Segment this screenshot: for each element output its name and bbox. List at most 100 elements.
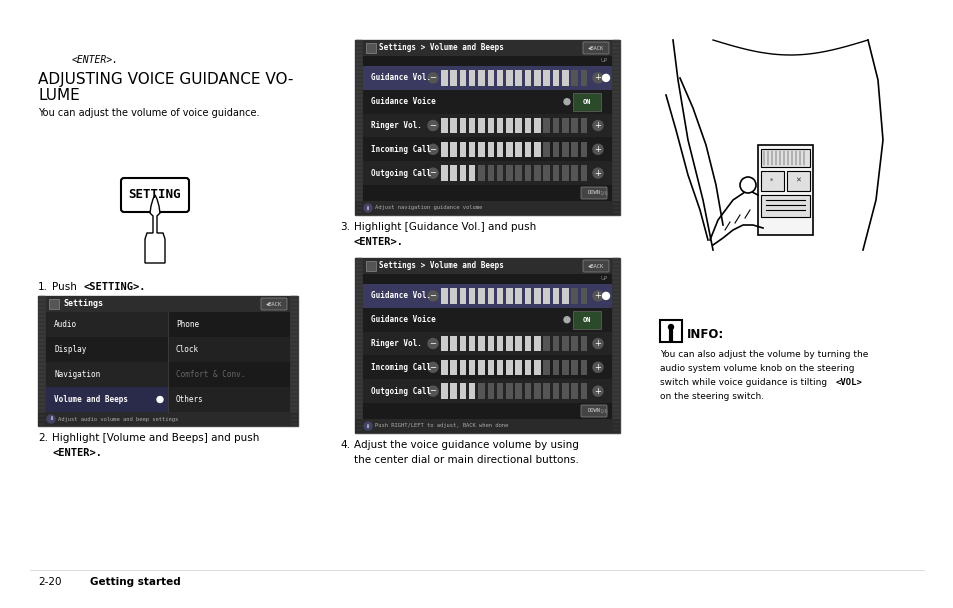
Text: 4.: 4. <box>339 440 350 450</box>
Bar <box>552 384 558 399</box>
Bar <box>363 40 612 56</box>
Bar <box>580 70 587 86</box>
Bar <box>515 288 521 303</box>
Text: +: + <box>594 74 600 83</box>
Bar <box>571 118 578 133</box>
Bar <box>459 118 466 133</box>
Bar <box>469 336 475 351</box>
Bar <box>363 356 612 379</box>
Circle shape <box>428 386 437 396</box>
FancyBboxPatch shape <box>580 405 606 417</box>
Bar <box>355 201 619 215</box>
Bar <box>524 165 531 181</box>
Bar <box>168 312 290 337</box>
Bar <box>366 261 375 271</box>
Bar <box>552 359 558 375</box>
Text: i: i <box>367 424 369 429</box>
Circle shape <box>740 177 755 193</box>
Text: −: − <box>429 145 436 154</box>
Bar <box>543 384 549 399</box>
FancyBboxPatch shape <box>582 260 608 272</box>
Bar <box>459 359 466 375</box>
Bar <box>469 118 475 133</box>
Text: 1/6: 1/6 <box>598 409 607 413</box>
Bar <box>515 336 521 351</box>
Bar <box>450 359 456 375</box>
Bar <box>363 258 612 274</box>
Text: ◀BACK: ◀BACK <box>587 46 603 50</box>
Bar <box>497 70 503 86</box>
Text: <VOL>: <VOL> <box>835 378 862 387</box>
Text: 3.: 3. <box>339 222 350 232</box>
Text: i: i <box>50 416 52 421</box>
Bar <box>543 142 549 157</box>
Bar <box>515 359 521 375</box>
Bar <box>497 142 503 157</box>
Bar <box>487 359 494 375</box>
Text: UP: UP <box>600 58 607 63</box>
Bar <box>440 359 447 375</box>
Text: +: + <box>594 291 600 300</box>
Text: Guidance Vol.: Guidance Vol. <box>371 74 431 83</box>
Text: Push: Push <box>52 282 80 292</box>
Bar <box>561 288 568 303</box>
Bar <box>46 296 290 312</box>
Bar <box>168 387 290 412</box>
Bar <box>440 70 447 86</box>
Bar <box>571 359 578 375</box>
Bar <box>469 165 475 181</box>
Bar <box>760 171 783 191</box>
Bar <box>459 165 466 181</box>
Bar <box>363 274 612 284</box>
Bar <box>543 359 549 375</box>
Bar <box>440 288 447 303</box>
Bar <box>366 43 375 53</box>
Circle shape <box>428 144 437 154</box>
Bar <box>46 387 168 412</box>
Bar <box>515 118 521 133</box>
Circle shape <box>593 144 602 154</box>
Bar <box>355 40 363 215</box>
Bar <box>506 70 512 86</box>
Bar <box>571 70 578 86</box>
Bar <box>363 114 612 137</box>
Bar <box>571 384 578 399</box>
Bar <box>524 336 531 351</box>
Text: ◀BACK: ◀BACK <box>587 263 603 269</box>
Bar <box>46 312 168 337</box>
Text: Phone: Phone <box>175 320 199 329</box>
Bar <box>38 296 46 426</box>
Circle shape <box>602 74 609 81</box>
Circle shape <box>428 339 437 348</box>
Bar <box>450 142 456 157</box>
Bar <box>363 56 612 66</box>
Bar <box>355 40 619 215</box>
Bar <box>552 288 558 303</box>
Text: <ENTER>.: <ENTER>. <box>52 448 102 458</box>
Circle shape <box>428 291 437 301</box>
Bar <box>580 118 587 133</box>
Bar <box>450 336 456 351</box>
Bar <box>440 142 447 157</box>
Circle shape <box>47 415 55 423</box>
Bar <box>571 142 578 157</box>
Bar <box>552 70 558 86</box>
Circle shape <box>364 422 372 430</box>
FancyBboxPatch shape <box>582 42 608 54</box>
Bar <box>450 70 456 86</box>
Bar <box>571 336 578 351</box>
Bar <box>355 258 363 433</box>
Text: Guidance Voice: Guidance Voice <box>371 315 436 324</box>
Bar <box>355 419 619 433</box>
Circle shape <box>428 362 437 372</box>
Text: −: − <box>429 387 436 396</box>
Bar <box>524 70 531 86</box>
Circle shape <box>668 325 673 330</box>
FancyBboxPatch shape <box>580 187 606 199</box>
Text: the center dial or main directional buttons.: the center dial or main directional butt… <box>354 455 578 465</box>
Text: Highlight [Guidance Vol.] and push: Highlight [Guidance Vol.] and push <box>354 222 536 232</box>
Bar <box>543 288 549 303</box>
Bar <box>543 70 549 86</box>
Bar <box>552 336 558 351</box>
Text: +: + <box>594 121 600 130</box>
